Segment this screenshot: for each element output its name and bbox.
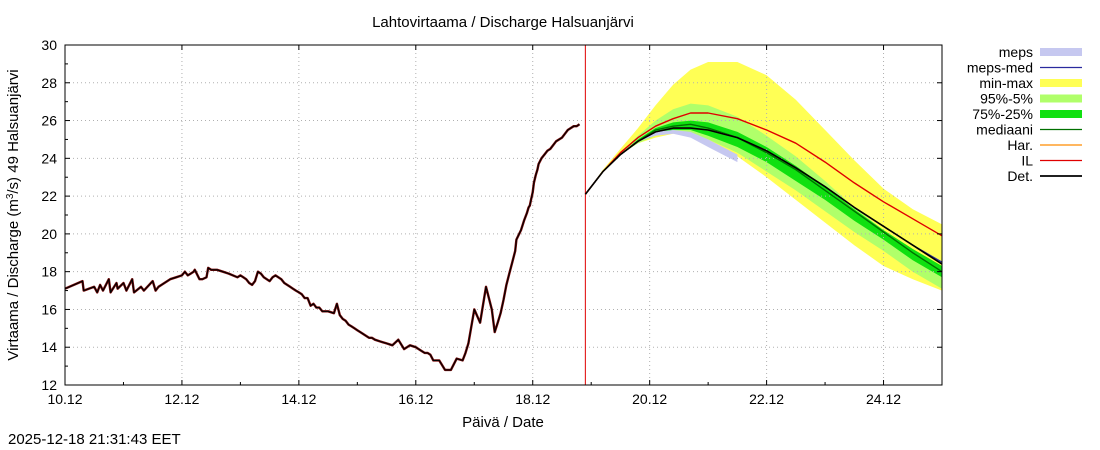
legend-swatch-95-5 (1040, 94, 1082, 103)
legend-label-har: Har. (1007, 137, 1033, 153)
legend-label-mediaani: mediaani (976, 122, 1033, 138)
x-tick-label: 20.12 (632, 391, 667, 407)
x-axis-label: Päivä / Date (462, 414, 544, 431)
x-tick-label: 18.12 (515, 391, 550, 407)
legend-label-min-max: min-max (979, 75, 1033, 91)
y-tick-label: 30 (41, 37, 57, 53)
x-tick-label: 10.12 (47, 391, 82, 407)
legend-swatch-min-max (1040, 79, 1082, 87)
y-tick-label: 22 (41, 188, 57, 204)
y-tick-label: 20 (41, 226, 57, 242)
observed-line (64, 123, 580, 371)
chart-title: Lahtovirtaama / Discharge Halsuanjärvi (372, 14, 634, 31)
y-tick-label: 24 (41, 150, 57, 166)
band-95-5 (585, 103, 942, 289)
series-lines (64, 45, 943, 385)
legend-label-75-25: 75%-25% (972, 106, 1033, 122)
legend-label-95-5: 95%-5% (980, 91, 1033, 107)
y-tick-label: 16 (41, 301, 57, 317)
legend-swatch-meps (1040, 48, 1082, 56)
y-tick-label: 12 (41, 377, 57, 393)
legend-label-meps-med: meps-med (967, 60, 1033, 76)
y-axis-ticks: 12 14 16 18 20 22 24 26 28 30 (41, 37, 942, 393)
series-det (584, 127, 943, 265)
series-il (584, 112, 943, 237)
band-min-max (585, 62, 942, 291)
y-axis-label: Virtaama / Discharge (m3/s) 49 Halsuanjä… (5, 69, 22, 360)
x-tick-label: 24.12 (866, 391, 901, 407)
x-tick-label: 16.12 (398, 391, 433, 407)
legend-swatch-75-25 (1040, 110, 1082, 118)
legend-label-meps: meps (999, 44, 1033, 60)
x-tick-label: 12.12 (164, 391, 199, 407)
timestamp: 2025-12-18 21:31:43 EET (8, 431, 181, 448)
y-tick-label: 18 (41, 264, 57, 280)
x-tick-label: 22.12 (749, 391, 784, 407)
y-tick-label: 28 (41, 75, 57, 91)
observed-line-shadow (64, 123, 581, 372)
forecast-bands (585, 62, 942, 291)
legend: mepsmeps-medmin-max95%-5%75%-25%mediaani… (967, 44, 1082, 184)
x-tick-label: 14.12 (281, 391, 316, 407)
x-axis-ticks: 10.12 12.12 14.12 16.12 18.12 20.12 22.12 24.12 (47, 45, 943, 407)
grid-lines (64, 44, 942, 386)
y-tick-label: 14 (41, 339, 57, 355)
plot-frame (64, 44, 943, 386)
legend-label-il: IL (1021, 153, 1033, 169)
legend-label-det: Det. (1007, 168, 1033, 184)
y-tick-label: 26 (41, 113, 57, 129)
